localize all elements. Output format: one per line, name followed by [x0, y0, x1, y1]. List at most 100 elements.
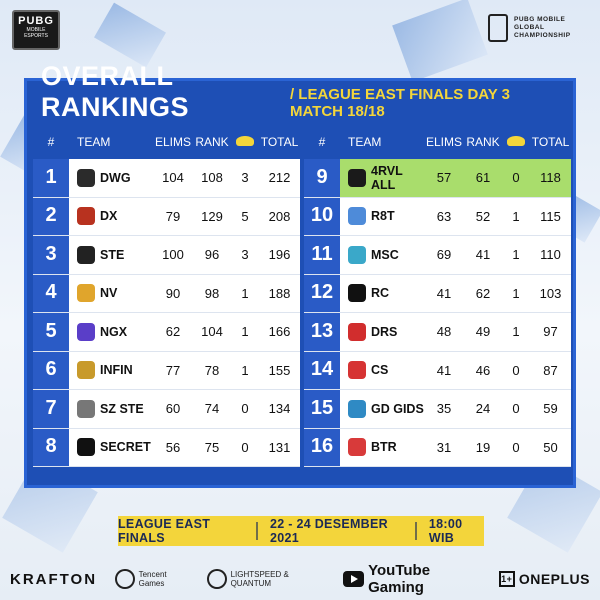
elims-value: 41 [436, 362, 452, 378]
rank-position: 12 [304, 274, 340, 312]
team-cell: BTR [340, 438, 424, 457]
tencent-label: Tencent Games [138, 570, 167, 588]
table-body: 9 4RVL ALL 57 61 0 118 10 R8T 63 52 1 115 11 MSC 69 41 1… [304, 159, 571, 467]
oneplus-label: ONEPLUS [518, 571, 590, 587]
team-name: MSC [371, 247, 399, 262]
table-row: 5 NGX 62 104 1 166 [33, 313, 300, 352]
background-shard [94, 2, 166, 68]
table-row: 16 BTR 31 19 0 50 [304, 428, 571, 467]
elims-value: 62 [165, 324, 181, 340]
pmgc-line: GLOBAL [514, 24, 545, 31]
youtube-label: YouTube Gaming [368, 562, 431, 596]
total-points-value: 87 [543, 362, 558, 378]
rank-points-value: 96 [204, 247, 220, 263]
team-logo-icon [77, 284, 95, 303]
chicken-count-value: 0 [241, 401, 249, 417]
team-cell: DWG [69, 168, 153, 187]
pmgc-emblem-icon [488, 14, 508, 42]
chicken-count-value: 0 [512, 362, 520, 378]
table-row: 8 SECRET 56 75 0 131 [33, 428, 300, 467]
team-logo-icon [77, 207, 95, 226]
team-logo-icon [348, 438, 366, 457]
header-elims: ELIMS [154, 135, 191, 149]
rank-points-value: 52 [475, 208, 491, 224]
rank-points-value: 78 [204, 362, 220, 378]
team-cell: GD GIDS [340, 399, 424, 418]
rank-position: 9 [304, 159, 340, 197]
elims-value: 41 [436, 285, 452, 301]
rank-position: 11 [304, 236, 340, 274]
rank-points-value: 49 [475, 324, 491, 340]
team-name: SZ STE [100, 401, 144, 416]
table-row: 9 4RVL ALL 57 61 0 118 [304, 159, 571, 198]
total-points-value: 188 [268, 285, 291, 301]
rank-points-value: 19 [475, 439, 491, 455]
chicken-count-value: 1 [241, 362, 249, 378]
total-points-value: 97 [543, 324, 558, 340]
rank-points-value: 62 [475, 285, 491, 301]
rank-position: 6 [33, 351, 69, 389]
title-bar: OVERALL RANKINGS / LEAGUE EAST FINALS DA… [27, 61, 573, 129]
esports-logo-text: MOBILE ESPORTS [24, 27, 48, 39]
table-row: 12 RC 41 62 1 103 [304, 274, 571, 313]
rank-position: 10 [304, 197, 340, 235]
rank-position: 3 [33, 236, 69, 274]
page-subtitle: / LEAGUE EAST FINALS DAY 3 MATCH 18/18 [289, 86, 510, 120]
youtube-play-icon [342, 571, 365, 587]
team-name: DX [100, 209, 118, 224]
table-row: 3 STE 100 96 3 196 [33, 236, 300, 275]
rank-position: 1 [33, 159, 69, 197]
team-logo-icon [348, 322, 366, 341]
total-points-value: 131 [268, 439, 291, 455]
team-logo-icon [77, 245, 95, 264]
table-header: # TEAM ELIMS RANK TOTAL [33, 129, 300, 155]
team-cell: DRS [340, 322, 424, 341]
table-row: 4 NV 90 98 1 188 [33, 274, 300, 313]
oneplus-icon: 1+ [498, 571, 515, 587]
team-logo-icon [77, 438, 95, 457]
table-row: 2 DX 79 129 5 208 [33, 197, 300, 236]
team-logo-icon [348, 245, 366, 264]
team-name: CS [371, 363, 389, 378]
total-points-value: 166 [268, 324, 291, 340]
total-points-value: 196 [268, 247, 291, 263]
chicken-count-value: 1 [512, 324, 520, 340]
elims-value: 69 [436, 247, 452, 263]
oneplus-logo: 1+ ONEPLUS [498, 571, 590, 587]
team-cell: CS [340, 361, 424, 380]
header-team: TEAM [348, 135, 382, 149]
rank-position: 5 [33, 313, 69, 351]
elims-value: 56 [165, 439, 181, 455]
table-row: 14 CS 41 46 0 87 [304, 351, 571, 390]
krafton-logo: KRAFTON [10, 570, 98, 588]
total-points-value: 208 [268, 208, 291, 224]
rank-position: 2 [33, 197, 69, 235]
team-cell: NV [69, 284, 153, 303]
total-points-value: 103 [539, 285, 562, 301]
header-rank: RANK [195, 135, 229, 149]
chicken-count-value: 1 [512, 208, 520, 224]
banner-time: 18:00 WIB [428, 517, 463, 545]
team-name: INFIN [100, 363, 133, 378]
team-cell: NGX [69, 322, 153, 341]
total-points-value: 155 [268, 362, 291, 378]
banner-divider [415, 522, 417, 540]
team-cell: STE [69, 245, 153, 264]
header-num: # [318, 135, 326, 149]
pmgc-logo: PUBG MOBILE GLOBAL CHAMPIONSHIP [488, 10, 588, 46]
pubg-mobile-esports-logo: PUBG MOBILE ESPORTS [12, 10, 60, 50]
table-row: 13 DRS 48 49 1 97 [304, 313, 571, 352]
elims-value: 48 [436, 324, 452, 340]
team-cell: SECRET [69, 438, 153, 457]
lightspeed-logo: LIGHTSPEED & QUANTUM [207, 569, 329, 589]
elims-value: 31 [436, 439, 452, 455]
rank-points-value: 108 [201, 170, 223, 186]
team-cell: RC [340, 284, 424, 303]
header-total: TOTAL [260, 135, 299, 149]
header-elims: ELIMS [425, 135, 462, 149]
rank-points-value: 46 [475, 362, 491, 378]
chicken-count-value: 0 [512, 401, 520, 417]
chicken-count-value: 0 [512, 170, 520, 186]
elims-value: 57 [436, 170, 452, 186]
background-shard [392, 0, 488, 82]
